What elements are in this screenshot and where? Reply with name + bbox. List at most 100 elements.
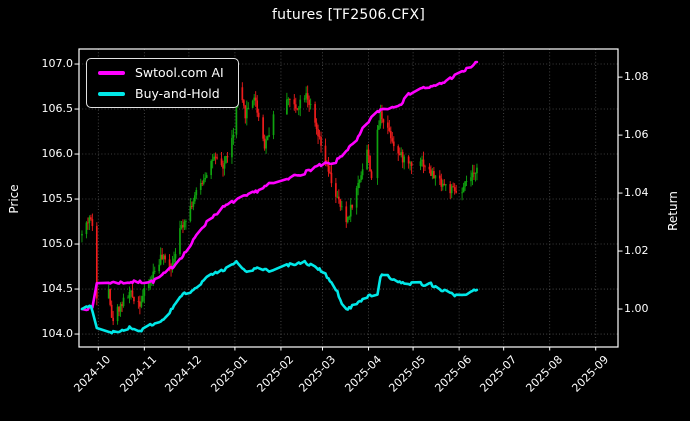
candle-body <box>452 186 455 188</box>
candle-body <box>210 160 213 176</box>
candle-body <box>422 159 425 167</box>
candle-body <box>329 171 331 173</box>
candle-body <box>158 264 161 272</box>
candle-body <box>391 138 394 142</box>
candle-body <box>139 301 141 307</box>
candle-body <box>216 157 218 159</box>
candle-body <box>357 183 360 189</box>
price-tick-label: 107.0 <box>41 57 74 71</box>
return-tick-label: 1.04 <box>624 186 649 200</box>
candle-body <box>247 107 250 109</box>
price-tick-label: 106.0 <box>41 147 74 161</box>
candle-body <box>164 255 166 260</box>
candle-body <box>388 127 391 131</box>
candle-body <box>225 156 227 164</box>
candle-body <box>303 98 306 100</box>
candle-body <box>168 259 171 269</box>
candle-body <box>118 306 120 312</box>
price-tick-label: 104.0 <box>41 327 74 341</box>
candle-body <box>296 108 299 110</box>
candle-body <box>327 163 330 172</box>
candle-body <box>299 99 302 109</box>
chart-canvas <box>74 48 623 351</box>
x-tick-label: 2025-04 <box>342 353 384 395</box>
axes-frame <box>78 48 619 348</box>
candle-body <box>315 122 318 130</box>
candle-body <box>400 152 403 156</box>
candle-body <box>306 93 309 100</box>
x-tick-label: 2025-06 <box>432 353 475 395</box>
legend: Swtool.com AI Buy-and-Hold <box>86 58 239 108</box>
candle-body <box>444 184 447 186</box>
candle-body <box>128 291 131 298</box>
candle-body <box>433 171 435 179</box>
x-tick-label: 2025-05 <box>386 353 429 395</box>
price-tick-label: 106.5 <box>41 102 74 116</box>
price-tick-label: 105.5 <box>41 192 74 206</box>
candle-body <box>443 183 446 186</box>
candle-body <box>110 304 113 318</box>
candle-body <box>434 175 437 179</box>
candle-body <box>430 169 432 176</box>
candle-body <box>116 306 119 322</box>
x-tick-label: 2024-10 <box>71 353 114 395</box>
candle-body <box>119 304 122 312</box>
candle-body <box>440 178 443 187</box>
candle-body <box>202 179 205 184</box>
candle-body <box>81 234 83 236</box>
candle-body <box>204 177 207 180</box>
candle-body <box>361 169 364 176</box>
candle-body <box>349 204 352 217</box>
candle-body <box>95 226 98 299</box>
candle-body <box>122 297 125 307</box>
candle-body <box>346 216 349 223</box>
candle-body <box>455 191 458 193</box>
candle-body <box>220 158 223 166</box>
candle-body <box>107 288 110 299</box>
return-tick-label: 1.08 <box>624 70 649 84</box>
candle-body <box>403 156 406 163</box>
candle-body <box>256 100 259 113</box>
candle-body <box>174 254 177 259</box>
candle-body <box>214 156 217 158</box>
candle-body <box>421 159 423 162</box>
candle-body <box>345 206 348 223</box>
candle-body <box>287 99 290 100</box>
candle-body <box>245 108 248 119</box>
candle-body <box>201 183 204 184</box>
candle-body <box>419 161 422 166</box>
candle-body <box>199 183 202 190</box>
candle-body <box>339 199 342 207</box>
candle-body <box>232 134 235 138</box>
candle-body <box>141 295 144 302</box>
x-tick-label: 2025-08 <box>523 353 565 395</box>
candle-body <box>182 225 184 228</box>
candle-body <box>370 171 373 179</box>
candle-body <box>308 99 311 105</box>
candle-body <box>330 172 333 184</box>
candle-body <box>183 221 186 228</box>
candle-body <box>381 111 383 120</box>
candle-body <box>382 119 385 123</box>
candle-body <box>397 146 400 154</box>
candle-body <box>470 177 472 182</box>
legend-line-swatch <box>98 70 125 75</box>
candle-body <box>268 135 270 137</box>
candle-body <box>410 162 413 166</box>
legend-item-buy-and-hold: Buy-and-Hold <box>98 86 224 101</box>
candle-body <box>473 172 475 174</box>
return-axis-label: Return <box>666 191 680 231</box>
candle-body <box>471 172 474 178</box>
candle-body <box>407 156 410 164</box>
candle-body <box>127 297 129 299</box>
candle-body <box>288 99 291 100</box>
candle-body <box>235 105 238 135</box>
candle-body <box>195 189 198 196</box>
candle-body <box>317 129 319 137</box>
candle-body <box>453 187 456 192</box>
candle-body <box>90 217 92 220</box>
x-tick-label: 2025-09 <box>569 353 611 395</box>
candle-body <box>367 149 370 156</box>
candle-body <box>262 117 264 139</box>
